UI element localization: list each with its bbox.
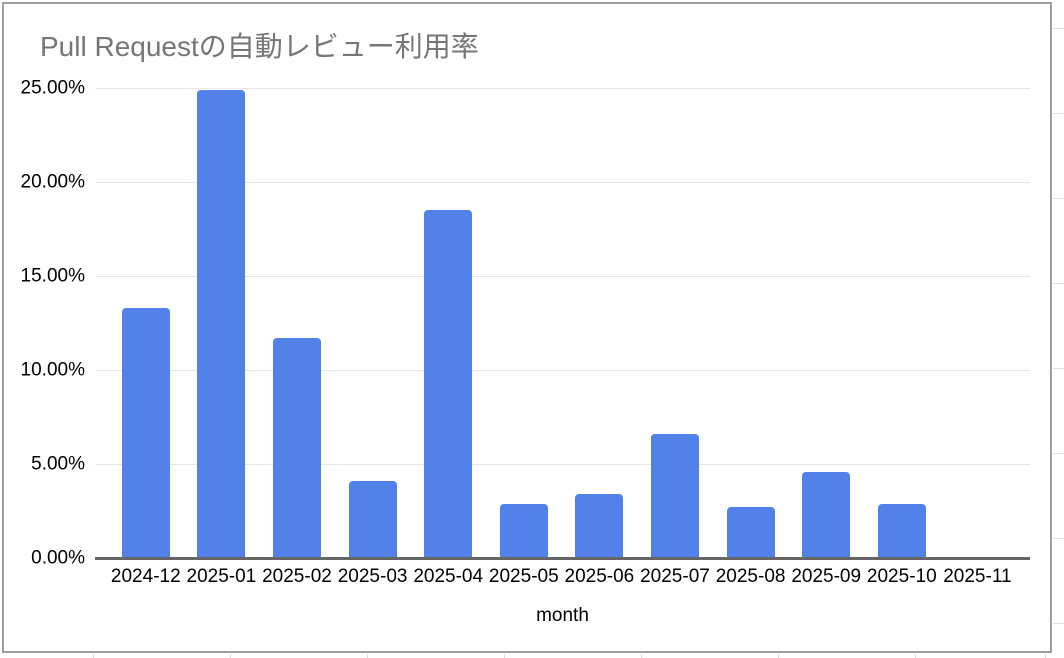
sheet-gridline (915, 654, 916, 658)
sheet-gridline (1053, 368, 1064, 369)
chart-title: Pull Requestの自動レビュー利用率 (40, 31, 479, 62)
sheet-gridline (1053, 28, 1064, 29)
sheet-gridline (778, 654, 779, 658)
sheet-gridline (1053, 453, 1064, 454)
sheet-gridline (1053, 283, 1064, 284)
sheet-gridline (641, 654, 642, 658)
sheet-gridline (1053, 113, 1064, 114)
sheet-gridline (1053, 623, 1064, 624)
sheet-gridline (1053, 198, 1064, 199)
chart-frame[interactable]: Pull Requestの自動レビュー利用率 (2, 2, 1052, 653)
sheet-gridline (1045, 654, 1046, 658)
sheet-gridline (230, 654, 231, 658)
sheet-gridline (93, 654, 94, 658)
sheet-gridline (504, 654, 505, 658)
sheet-gridline (1053, 538, 1064, 539)
sheet-gridline (367, 654, 368, 658)
